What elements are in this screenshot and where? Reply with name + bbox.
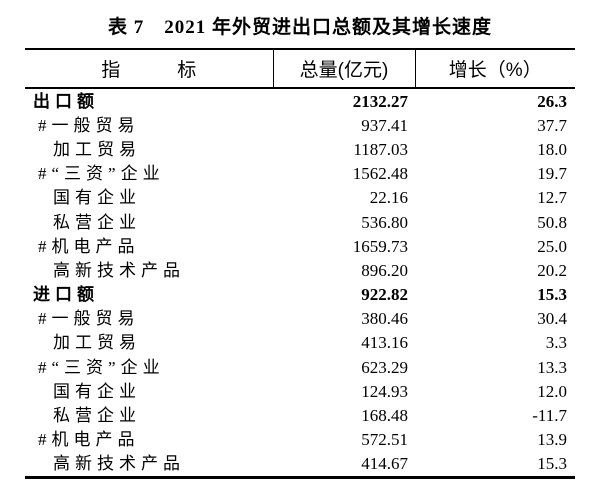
row-total: 380.46 [361, 309, 408, 329]
row-growth: 25.0 [537, 236, 567, 256]
row-growth: 3.3 [545, 333, 567, 353]
row-label: #一般贸易 [38, 115, 140, 135]
table-row: 高新技术产品 896.20 20.2 [25, 258, 575, 282]
row-label: 私营企业 [53, 406, 141, 426]
table-row: 私营企业 536.80 50.8 [25, 210, 575, 234]
row-label: 高新技术产品 [53, 454, 185, 474]
row-growth: 26.3 [537, 91, 567, 111]
table-row: 国有企业 124.93 12.0 [25, 379, 575, 403]
row-growth: 12.7 [537, 188, 567, 208]
row-growth: -11.7 [532, 406, 567, 426]
row-label: 加工贸易 [53, 333, 141, 353]
row-total: 1187.03 [353, 139, 408, 159]
row-total: 168.48 [361, 406, 408, 426]
row-total: 937.41 [361, 115, 408, 135]
table-row: 进口额 922.82 15.3 [25, 283, 575, 307]
row-growth: 15.3 [537, 454, 567, 474]
row-label: 出口额 [33, 91, 99, 111]
row-growth: 15.3 [537, 285, 567, 305]
row-total: 572.51 [361, 430, 408, 450]
row-total: 896.20 [361, 260, 408, 280]
row-growth: 30.4 [537, 309, 567, 329]
table-body: 出口额 2132.27 26.3 #一般贸易 937.41 37.7 加工贸易 … [25, 88, 575, 478]
row-label: #机电产品 [38, 236, 140, 256]
row-label: 国有企业 [53, 381, 141, 401]
row-growth: 18.0 [537, 139, 567, 159]
row-growth: 12.0 [537, 381, 567, 401]
header-indicator: 指 标 [25, 49, 273, 89]
row-label: #“三资”企业 [38, 357, 165, 377]
row-total: 2132.27 [352, 91, 408, 111]
table-row: 出口额 2132.27 26.3 [25, 88, 575, 113]
row-label: 进口额 [33, 285, 99, 305]
row-growth: 19.7 [537, 164, 567, 184]
row-total: 536.80 [361, 212, 408, 232]
table-row: #机电产品 572.51 13.9 [25, 428, 575, 452]
row-label: #一般贸易 [38, 309, 140, 329]
header-growth: 增长（%） [414, 49, 575, 89]
row-label: 加工贸易 [53, 139, 141, 159]
row-total: 22.16 [369, 188, 408, 208]
row-label: 私营企业 [53, 212, 141, 232]
table-row: #“三资”企业 623.29 13.3 [25, 355, 575, 379]
table-row: #一般贸易 937.41 37.7 [25, 113, 575, 137]
header-total: 总量(亿元) [272, 49, 415, 89]
trade-table: 指 标 总量(亿元) 增长（%） 出口额 2132.27 26.3 #一般贸易 … [25, 48, 575, 479]
row-total: 922.82 [361, 285, 408, 305]
row-label: #“三资”企业 [38, 164, 165, 184]
header-row: 指 标 总量(亿元) 增长（%） [25, 49, 575, 89]
table-header: 指 标 总量(亿元) 增长（%） [25, 49, 575, 89]
table-row: 私营企业 168.48 -11.7 [25, 403, 575, 427]
row-label: 国有企业 [53, 188, 141, 208]
table-row: 高新技术产品 414.67 15.3 [25, 452, 575, 478]
row-total: 1659.73 [352, 236, 408, 256]
table-row: #“三资”企业 1562.48 19.7 [25, 162, 575, 186]
row-growth: 20.2 [537, 260, 567, 280]
row-growth: 13.9 [537, 430, 567, 450]
row-total: 1562.48 [352, 164, 408, 184]
table-row: 加工贸易 1187.03 18.0 [25, 137, 575, 161]
row-growth: 13.3 [537, 357, 567, 377]
row-total: 413.16 [361, 333, 408, 353]
row-total: 414.67 [361, 454, 408, 474]
row-label: 高新技术产品 [53, 260, 185, 280]
table-row: 国有企业 22.16 12.7 [25, 186, 575, 210]
page-title: 表 7 2021 年外贸进出口总额及其增长速度 [107, 17, 492, 38]
row-growth: 50.8 [537, 212, 567, 232]
row-total: 623.29 [361, 357, 408, 377]
table-row: #一般贸易 380.46 30.4 [25, 307, 575, 331]
table-row: #机电产品 1659.73 25.0 [25, 234, 575, 258]
row-growth: 37.7 [537, 115, 567, 135]
row-label: #机电产品 [38, 430, 140, 450]
row-total: 124.93 [361, 381, 408, 401]
table-row: 加工贸易 413.16 3.3 [25, 331, 575, 355]
